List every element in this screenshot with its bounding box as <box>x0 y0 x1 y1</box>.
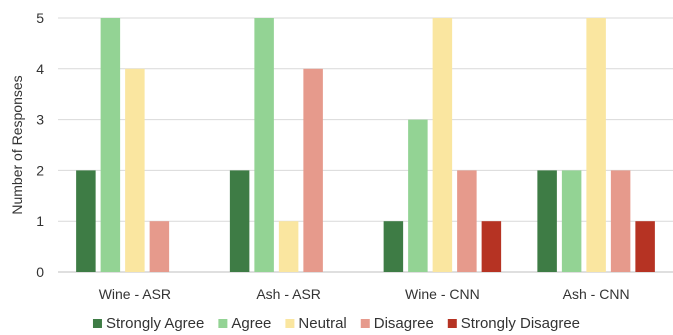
y-axis-ticks: 0 1 2 3 4 5 <box>36 10 44 280</box>
legend-item-strongly-agree: Strongly Agree <box>92 315 204 332</box>
bar-strongly-agree <box>537 170 557 272</box>
legend-swatch <box>447 319 457 328</box>
legend-item-strongly-disagree: Strongly Disagree <box>447 315 580 332</box>
y-tick-label: 1 <box>36 213 44 229</box>
bar-neutral <box>278 221 299 272</box>
legend-label: Neutral <box>298 315 346 332</box>
legend-swatch <box>92 319 102 328</box>
bar-agree <box>100 18 121 272</box>
bar-agree <box>408 119 428 272</box>
bar-neutral <box>125 68 145 272</box>
x-axis-ticks: Wine - ASR Ash - ASR Wine - CNN Ash - CNN <box>99 286 630 302</box>
bar-neutral <box>432 18 453 272</box>
y-tick-label: 4 <box>36 61 44 77</box>
legend-swatch <box>360 319 370 328</box>
bar-disagree <box>610 170 631 272</box>
legend-item-neutral: Neutral <box>285 315 347 332</box>
bar-strongly-agree <box>383 221 404 272</box>
bar-disagree <box>303 68 323 272</box>
bar-strongly-disagree <box>635 221 655 272</box>
legend-swatch <box>285 319 295 328</box>
bar-disagree <box>149 221 170 272</box>
x-tick-label: Ash - ASR <box>256 286 321 302</box>
bar-disagree <box>457 170 477 272</box>
legend-item-agree: Agree <box>218 315 271 332</box>
legend-label: Agree <box>231 315 271 332</box>
x-tick-label: Wine - CNN <box>405 286 480 302</box>
bar-strongly-agree <box>76 170 96 272</box>
bar-agree <box>254 18 274 272</box>
y-axis-title: Number of Responses <box>9 75 25 214</box>
bar-agree <box>561 170 582 272</box>
bar-strongly-agree <box>229 170 250 272</box>
x-tick-label: Wine - ASR <box>99 286 171 302</box>
bars <box>76 18 655 272</box>
bar-neutral <box>586 18 606 272</box>
bar-strongly-disagree <box>481 221 502 272</box>
x-tick-label: Ash - CNN <box>563 286 630 302</box>
y-tick-label: 0 <box>36 264 44 280</box>
y-tick-label: 3 <box>36 112 44 128</box>
legend-label: Strongly Disagree <box>461 315 580 332</box>
legend-label: Strongly Agree <box>106 315 204 332</box>
legend-label: Disagree <box>374 315 434 332</box>
y-tick-label: 5 <box>36 10 44 26</box>
legend: Strongly Agree Agree Neutral Disagree Strong… <box>92 315 580 332</box>
y-tick-label: 2 <box>36 162 44 178</box>
legend-item-disagree: Disagree <box>360 315 434 332</box>
legend-swatch <box>218 319 228 328</box>
